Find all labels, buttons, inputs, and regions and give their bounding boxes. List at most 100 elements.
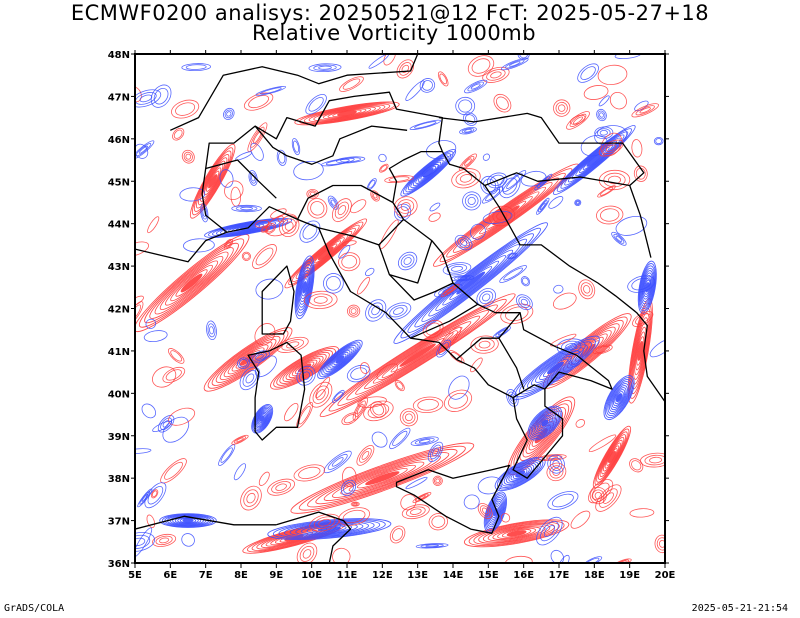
positive-vorticity-contour bbox=[294, 361, 315, 375]
positive-vorticity-contour bbox=[276, 349, 333, 386]
positive-vorticity-contour bbox=[546, 462, 567, 482]
positive-vorticity-contour bbox=[437, 71, 449, 87]
negative-vorticity-contour bbox=[259, 87, 282, 95]
positive-vorticity-contour bbox=[170, 264, 213, 302]
y-tick-label: 48N bbox=[108, 50, 130, 61]
coastline-algeria bbox=[135, 515, 277, 530]
positive-vorticity-contour bbox=[361, 450, 370, 460]
negative-vorticity-contour bbox=[392, 430, 408, 447]
negative-vorticity-contour bbox=[615, 235, 623, 242]
x-tick-label: 12E bbox=[372, 570, 393, 581]
positive-vorticity-contour bbox=[631, 139, 643, 158]
negative-vorticity-contour bbox=[586, 153, 603, 167]
positive-vorticity-contour bbox=[570, 510, 591, 529]
negative-vorticity-contour bbox=[331, 351, 349, 367]
negative-vorticity-contour bbox=[547, 491, 579, 510]
negative-vorticity-contour bbox=[464, 79, 488, 94]
y-tick-label: 37N bbox=[108, 517, 130, 528]
positive-vorticity-contour bbox=[243, 489, 259, 507]
negative-vorticity-contour bbox=[446, 264, 468, 274]
negative-vorticity-contour bbox=[612, 389, 626, 407]
positive-vorticity-contour bbox=[135, 304, 142, 321]
positive-vorticity-contour bbox=[135, 295, 144, 307]
coastline-adriatic-east bbox=[441, 151, 665, 403]
negative-vorticity-contour bbox=[224, 109, 233, 119]
positive-vorticity-contour bbox=[637, 341, 644, 361]
positive-vorticity-contour bbox=[353, 502, 358, 506]
negative-vorticity-contour bbox=[331, 457, 344, 467]
positive-vorticity-contour bbox=[260, 226, 270, 233]
negative-vorticity-contour bbox=[532, 410, 558, 436]
positive-vorticity-contour bbox=[283, 402, 299, 422]
positive-vorticity-contour bbox=[573, 116, 583, 125]
negative-vorticity-contour bbox=[420, 543, 444, 548]
positive-vorticity-contour bbox=[291, 224, 360, 283]
negative-vorticity-contour bbox=[135, 537, 146, 547]
positive-vorticity-contour bbox=[402, 410, 416, 424]
positive-vorticity-contour bbox=[152, 366, 177, 388]
negative-vorticity-contour bbox=[204, 217, 293, 238]
negative-vorticity-contour bbox=[255, 410, 269, 428]
negative-vorticity-contour bbox=[422, 168, 434, 178]
chart-subtitle: Relative Vorticity 1000mb bbox=[251, 21, 537, 45]
positive-vorticity-contour bbox=[195, 153, 230, 209]
positive-vorticity-contour bbox=[135, 233, 250, 333]
positive-vorticity-contour bbox=[307, 448, 458, 508]
negative-vorticity-contour bbox=[577, 63, 599, 83]
negative-vorticity-contour bbox=[510, 467, 530, 481]
negative-vorticity-contour bbox=[208, 218, 289, 238]
negative-vorticity-contour bbox=[378, 153, 387, 163]
positive-vorticity-contour bbox=[151, 490, 158, 498]
negative-vorticity-contour bbox=[250, 142, 264, 161]
negative-vorticity-contour bbox=[144, 482, 167, 509]
negative-vorticity-contour bbox=[323, 344, 357, 374]
positive-vorticity-contour bbox=[603, 172, 626, 188]
negative-vorticity-contour bbox=[561, 340, 582, 353]
negative-vorticity-contour bbox=[459, 127, 477, 135]
positive-vorticity-contour bbox=[223, 341, 273, 378]
positive-vorticity-contour bbox=[597, 185, 616, 198]
negative-vorticity-contour bbox=[537, 200, 548, 213]
negative-vorticity-contour bbox=[254, 355, 277, 378]
positive-vorticity-contour bbox=[356, 403, 364, 414]
positive-vorticity-contour bbox=[372, 403, 385, 416]
positive-vorticity-contour bbox=[183, 151, 193, 162]
positive-vorticity-contour bbox=[432, 475, 443, 486]
positive-vorticity-contour bbox=[313, 105, 381, 122]
positive-vorticity-contour bbox=[631, 103, 659, 118]
positive-vorticity-contour bbox=[463, 519, 570, 548]
negative-vorticity-contour bbox=[206, 320, 217, 341]
positive-vorticity-contour bbox=[224, 180, 244, 201]
positive-vorticity-contour bbox=[595, 484, 622, 512]
positive-vorticity-contour bbox=[435, 478, 441, 484]
negative-vorticity-contour bbox=[150, 84, 172, 108]
negative-vorticity-contour bbox=[135, 140, 155, 160]
positive-vorticity-contour bbox=[226, 241, 231, 247]
negative-vorticity-contour bbox=[329, 197, 338, 208]
positive-vorticity-contour bbox=[501, 528, 532, 538]
positive-vorticity-contour bbox=[629, 508, 655, 518]
negative-vorticity-contour bbox=[135, 89, 162, 108]
negative-vorticity-contour bbox=[292, 140, 300, 153]
y-tick-label: 38N bbox=[108, 474, 130, 485]
negative-vorticity-contour bbox=[576, 201, 580, 205]
negative-vorticity-contour bbox=[305, 94, 327, 115]
region-border bbox=[318, 218, 404, 246]
positive-vorticity-contour bbox=[417, 495, 426, 500]
negative-vorticity-contour bbox=[200, 203, 209, 223]
positive-vorticity-contour bbox=[162, 366, 186, 383]
negative-vorticity-contour bbox=[340, 479, 357, 497]
negative-vorticity-contour bbox=[394, 203, 412, 221]
positive-vorticity-contour bbox=[441, 330, 458, 349]
negative-vorticity-contour bbox=[470, 223, 486, 240]
negative-vorticity-contour bbox=[527, 347, 584, 389]
negative-vorticity-contour bbox=[321, 343, 359, 376]
negative-vorticity-contour bbox=[476, 288, 496, 307]
positive-vorticity-contour bbox=[203, 327, 293, 392]
positive-vorticity-contour bbox=[578, 279, 596, 300]
negative-vorticity-contour bbox=[135, 448, 152, 454]
positive-vorticity-contour bbox=[605, 144, 617, 152]
negative-vorticity-contour bbox=[235, 205, 258, 212]
positive-vorticity-contour bbox=[552, 467, 561, 476]
negative-vorticity-contour bbox=[254, 407, 271, 430]
